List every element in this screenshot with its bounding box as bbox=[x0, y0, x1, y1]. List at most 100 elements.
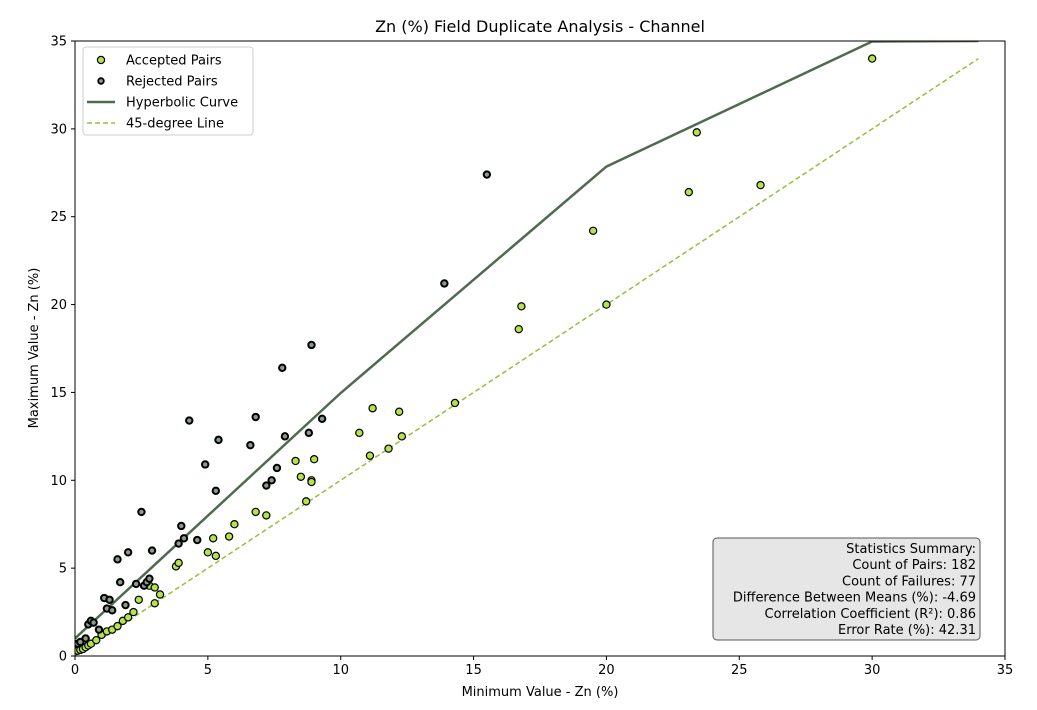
accepted-point-40 bbox=[450, 398, 460, 408]
rejected-point-31 bbox=[262, 481, 271, 490]
rejected-point-20 bbox=[147, 546, 157, 555]
accepted-point-35 bbox=[365, 451, 375, 460]
x-tick-label-7: 35 bbox=[997, 663, 1014, 678]
accepted-point-47 bbox=[756, 180, 765, 190]
accepted-point-32 bbox=[307, 477, 316, 487]
y-tick-label-5: 25 bbox=[50, 210, 67, 225]
accepted-point-10 bbox=[113, 621, 122, 631]
accepted-point-27 bbox=[262, 511, 271, 520]
plot-frame bbox=[74, 40, 1006, 657]
statistics-summary-box: Statistics Summary:Count of Pairs: 182Co… bbox=[712, 537, 981, 641]
accepted-point-37 bbox=[384, 444, 393, 453]
rejected-point-24 bbox=[185, 416, 194, 425]
x-axis-label: Minimum Value - Zn (%) bbox=[462, 685, 619, 700]
stats-line-2: Difference Between Means (%): -4.69 bbox=[733, 591, 976, 606]
rejected-point-30 bbox=[251, 412, 260, 422]
accepted-point-46 bbox=[692, 128, 701, 137]
x-tick-label-3: 15 bbox=[465, 663, 482, 678]
rejected-point-36 bbox=[304, 428, 314, 438]
rejected-point-32 bbox=[267, 476, 276, 485]
rejected-point-13 bbox=[121, 600, 130, 610]
accepted-point-30 bbox=[301, 497, 311, 506]
accepted-point-14 bbox=[134, 595, 143, 604]
rejected-point-2 bbox=[81, 634, 90, 643]
rejected-point-35 bbox=[280, 432, 290, 441]
accepted-point-48 bbox=[867, 54, 877, 63]
y-tick-label-7: 35 bbox=[50, 35, 67, 50]
rejected-point-19 bbox=[145, 574, 154, 583]
accepted-point-33 bbox=[309, 455, 319, 464]
accepted-point-12 bbox=[123, 613, 133, 622]
y-tick-label-0: 0 bbox=[59, 650, 67, 665]
rejected-point-6 bbox=[94, 625, 104, 634]
legend-label-diagonal: 45-degree Line bbox=[126, 117, 224, 132]
accepted-point-22 bbox=[208, 534, 218, 543]
accepted-point-39 bbox=[397, 432, 407, 441]
legend-rejected-marker bbox=[97, 77, 105, 85]
accepted-point-45 bbox=[684, 187, 694, 197]
y-tick-label-3: 15 bbox=[50, 386, 67, 401]
rejected-point-33 bbox=[272, 463, 282, 473]
rejected-point-16 bbox=[137, 507, 146, 517]
chart-title: Zn (%) Field Duplicate Analysis - Channe… bbox=[375, 17, 705, 36]
rejected-point-29 bbox=[246, 440, 255, 450]
accepted-point-44 bbox=[602, 300, 611, 309]
rejected-point-15 bbox=[131, 579, 141, 589]
accepted-point-28 bbox=[291, 456, 300, 466]
accepted-point-13 bbox=[129, 607, 138, 617]
x-tick-label-2: 10 bbox=[332, 663, 349, 678]
y-axis-label: Maximum Value - Zn (%) bbox=[27, 268, 42, 429]
accepted-point-26 bbox=[251, 507, 260, 517]
accepted-point-43 bbox=[588, 226, 598, 235]
legend-box bbox=[82, 46, 254, 136]
axes: 0 5 10 15 20 25 30 35 0 5 10 15 20 25 30 35 bbox=[50, 35, 1013, 679]
rejected-point-25 bbox=[193, 535, 202, 545]
rejected-point-21 bbox=[174, 539, 183, 548]
y-tick-label-6: 30 bbox=[50, 122, 67, 137]
rejected-point-9 bbox=[105, 595, 114, 604]
y-tick-label-2: 10 bbox=[50, 474, 67, 489]
stats-line-0: Count of Pairs: 182 bbox=[852, 558, 976, 573]
accepted-point-25 bbox=[230, 520, 239, 529]
stats-line-3: Correlation Coefficient (R²): 0.86 bbox=[765, 607, 977, 622]
accepted-point-41 bbox=[514, 324, 523, 334]
accepted-point-24 bbox=[224, 532, 234, 541]
rejected-point-27 bbox=[211, 486, 221, 496]
rejected-point-39 bbox=[440, 279, 449, 288]
rejected-point-38 bbox=[317, 414, 327, 423]
rejected-point-10 bbox=[108, 606, 117, 615]
accepted-point-36 bbox=[368, 404, 377, 413]
accepted-point-23 bbox=[211, 551, 221, 561]
x-tick-label-6: 30 bbox=[864, 663, 881, 678]
legend-label-rejected: Rejected Pairs bbox=[126, 75, 218, 90]
accepted-point-38 bbox=[394, 407, 404, 416]
stats-line-1: Count of Failures: 77 bbox=[842, 574, 976, 589]
y-tick-label-4: 20 bbox=[50, 298, 67, 313]
accepted-point-29 bbox=[296, 472, 306, 481]
legend-accepted-marker bbox=[96, 55, 106, 65]
x-tick-label-5: 25 bbox=[731, 663, 748, 678]
accepted-point-42 bbox=[517, 302, 526, 311]
rejected-point-23 bbox=[179, 534, 189, 543]
rejected-point-14 bbox=[123, 548, 133, 557]
rejected-point-28 bbox=[214, 435, 223, 445]
y-tick-label-1: 5 bbox=[59, 562, 67, 577]
accepted-point-20 bbox=[174, 558, 183, 568]
stats-heading: Statistics Summary: bbox=[846, 542, 976, 557]
legend-label-accepted: Accepted Pairs bbox=[126, 54, 222, 69]
rejected-point-34 bbox=[278, 363, 287, 373]
legend-label-curve: Hyperbolic Curve bbox=[126, 96, 238, 111]
rejected-point-37 bbox=[307, 340, 316, 350]
x-tick-label-0: 0 bbox=[71, 663, 79, 678]
accepted-point-21 bbox=[203, 548, 213, 557]
rejected-point-12 bbox=[115, 578, 125, 587]
accepted-point-16 bbox=[150, 583, 159, 592]
legend: Accepted Pairs Rejected Pairs Hyperbolic C… bbox=[82, 46, 254, 136]
accepted-point-18 bbox=[155, 590, 165, 599]
rejected-point-40 bbox=[482, 170, 492, 179]
rejected-point-26 bbox=[201, 460, 210, 469]
stats-line-4: Error Rate (%): 42.31 bbox=[838, 623, 976, 638]
rejected-point-22 bbox=[177, 521, 186, 531]
x-tick-label-4: 20 bbox=[598, 663, 615, 678]
